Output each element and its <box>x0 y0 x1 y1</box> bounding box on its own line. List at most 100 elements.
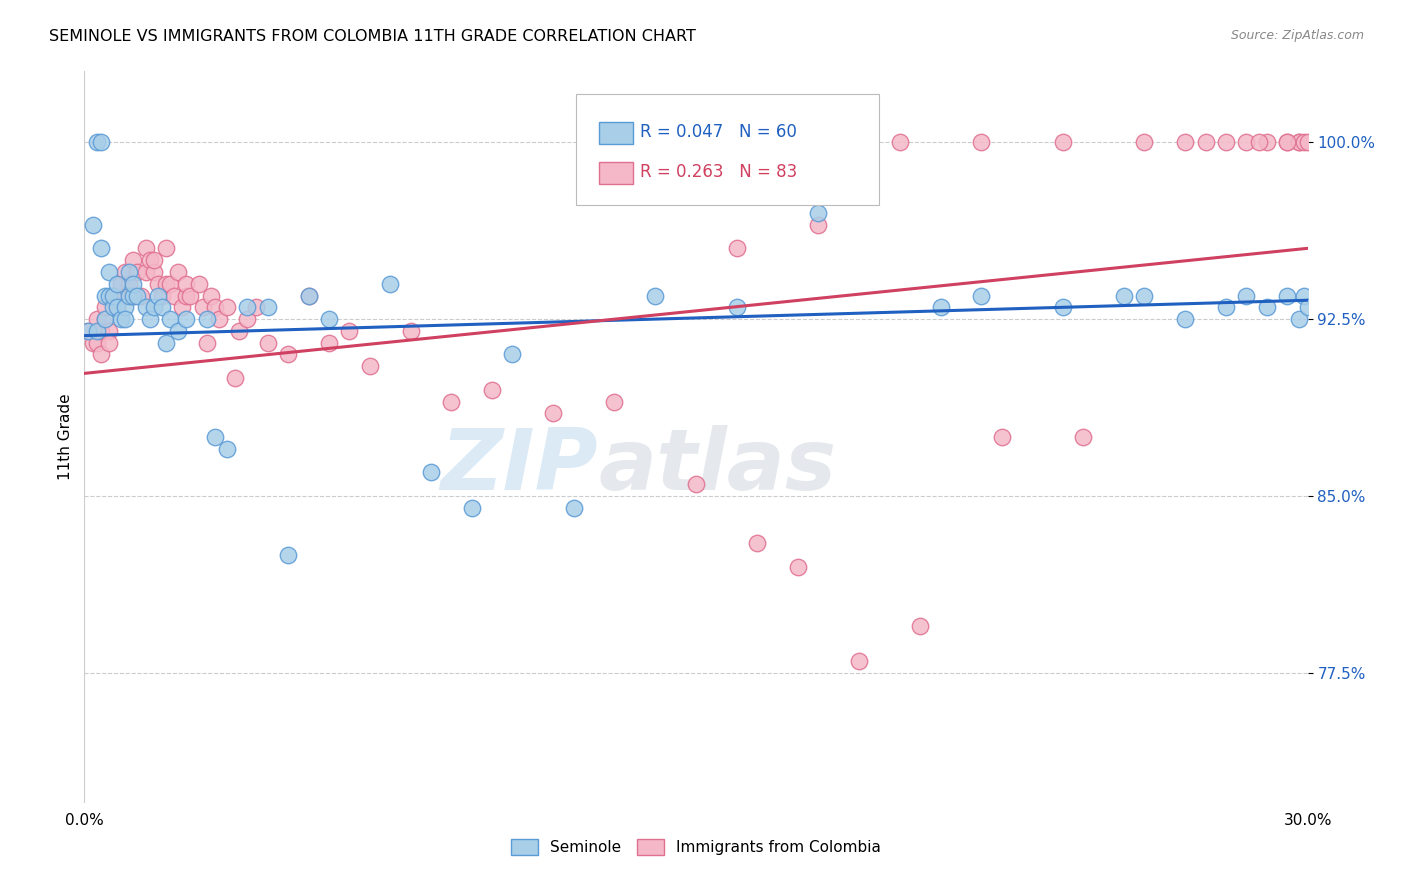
Point <box>1133 135 1156 149</box>
Point <box>122 277 145 291</box>
Point <box>1052 135 1074 149</box>
Point <box>146 277 169 291</box>
Point <box>399 324 422 338</box>
Point <box>848 654 870 668</box>
Text: ZIP: ZIP <box>440 425 598 508</box>
Point <box>155 277 177 291</box>
Point <box>174 288 197 302</box>
Text: Source: ZipAtlas.com: Source: ZipAtlas.com <box>1230 29 1364 42</box>
Point <box>118 265 141 279</box>
Point <box>167 265 190 279</box>
Point <box>461 500 484 515</box>
Point <box>110 312 132 326</box>
Point <box>90 241 112 255</box>
Point <box>191 301 214 315</box>
Point <box>1296 301 1319 315</box>
Point <box>138 312 160 326</box>
Point <box>105 301 128 315</box>
Point <box>195 312 218 326</box>
Point <box>93 312 115 326</box>
Point <box>277 548 299 562</box>
Point <box>118 288 141 302</box>
Point <box>204 430 226 444</box>
Point <box>208 312 231 326</box>
Point <box>217 301 239 315</box>
Point <box>1296 135 1319 149</box>
Point <box>93 301 115 315</box>
Point <box>807 206 830 220</box>
Point <box>122 253 145 268</box>
Point <box>481 383 503 397</box>
Point <box>101 288 124 302</box>
Point <box>135 265 157 279</box>
Point <box>82 218 104 232</box>
Point <box>114 312 136 326</box>
Point <box>135 241 157 255</box>
Point <box>889 135 911 149</box>
Point <box>105 301 128 315</box>
Point <box>93 288 115 302</box>
Point <box>1052 301 1074 315</box>
Point <box>159 312 181 326</box>
Point <box>114 288 136 302</box>
Point <box>127 265 149 279</box>
Point <box>224 371 246 385</box>
Point <box>174 312 197 326</box>
Point <box>82 335 104 350</box>
Point <box>1288 135 1310 149</box>
Point <box>90 324 112 338</box>
Point <box>77 324 100 338</box>
Point <box>1277 135 1299 149</box>
Point <box>122 288 145 302</box>
Point <box>245 301 267 315</box>
Text: R = 0.047   N = 60: R = 0.047 N = 60 <box>640 123 797 141</box>
Point <box>86 312 108 326</box>
Point <box>543 407 565 421</box>
Point <box>359 359 381 374</box>
Point <box>172 301 194 315</box>
Point <box>1195 135 1218 149</box>
Point <box>685 477 707 491</box>
Point <box>90 347 112 361</box>
Point <box>747 536 769 550</box>
Point <box>114 265 136 279</box>
Point <box>217 442 239 456</box>
Point <box>1288 312 1310 326</box>
Point <box>970 288 993 302</box>
Point <box>1073 430 1095 444</box>
Point <box>644 288 666 302</box>
Point <box>97 324 120 338</box>
Text: R = 0.263   N = 83: R = 0.263 N = 83 <box>640 163 797 181</box>
Point <box>1174 312 1197 326</box>
Point <box>228 324 250 338</box>
Point <box>1277 288 1299 302</box>
Point <box>122 288 145 302</box>
Point <box>127 288 149 302</box>
Point <box>159 277 181 291</box>
Point <box>86 324 108 338</box>
Point <box>1292 288 1315 302</box>
Point <box>131 288 153 302</box>
Point <box>105 277 128 291</box>
Point <box>110 277 132 291</box>
Point <box>910 619 932 633</box>
Point <box>929 301 952 315</box>
Point <box>150 288 173 302</box>
Point <box>97 288 120 302</box>
Point <box>1236 288 1258 302</box>
Text: SEMINOLE VS IMMIGRANTS FROM COLOMBIA 11TH GRADE CORRELATION CHART: SEMINOLE VS IMMIGRANTS FROM COLOMBIA 11T… <box>49 29 696 44</box>
Point <box>174 277 197 291</box>
Point <box>204 301 226 315</box>
Point <box>1133 288 1156 302</box>
Point <box>603 394 626 409</box>
Point <box>257 301 280 315</box>
Point <box>257 335 280 350</box>
Point <box>146 288 169 302</box>
Point <box>1256 301 1278 315</box>
Point <box>138 253 160 268</box>
Point <box>339 324 361 338</box>
Point <box>163 288 186 302</box>
Point <box>1236 135 1258 149</box>
Point <box>440 394 463 409</box>
Point <box>1215 301 1237 315</box>
